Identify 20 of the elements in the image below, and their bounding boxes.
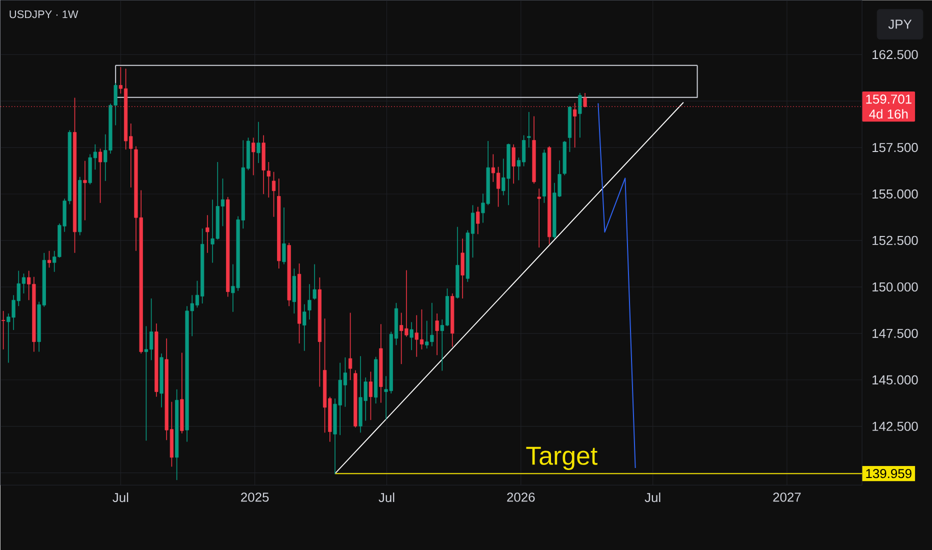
text: JPY [888, 20, 912, 29]
x-tick-label: Jul [378, 492, 394, 502]
x-tick-label: 2025 [241, 492, 269, 502]
x-tick-label: 2027 [773, 492, 801, 502]
text: 4d 16h [869, 109, 908, 119]
y-tick-label: 142.500 [872, 422, 918, 431]
x-tick-label: Jul [112, 492, 128, 502]
text: 139.959 [866, 468, 912, 478]
annotation: Target [526, 446, 598, 470]
x-tick-label: 2026 [507, 492, 535, 502]
y-tick-label: 157.500 [872, 142, 918, 152]
y-tick-label: 145.000 [872, 375, 918, 384]
x-tick-label: Jul [644, 492, 660, 502]
y-tick-label: 147.500 [872, 328, 918, 338]
ref-line-label: 159.701 [866, 94, 912, 104]
y-tick-label: 150.000 [872, 282, 918, 292]
y-tick-label: 155.000 [872, 189, 918, 199]
text: USDJPY · 1W [10, 10, 78, 18]
y-tick-label: 162.500 [872, 50, 918, 60]
y-tick-label: 152.500 [872, 236, 918, 246]
